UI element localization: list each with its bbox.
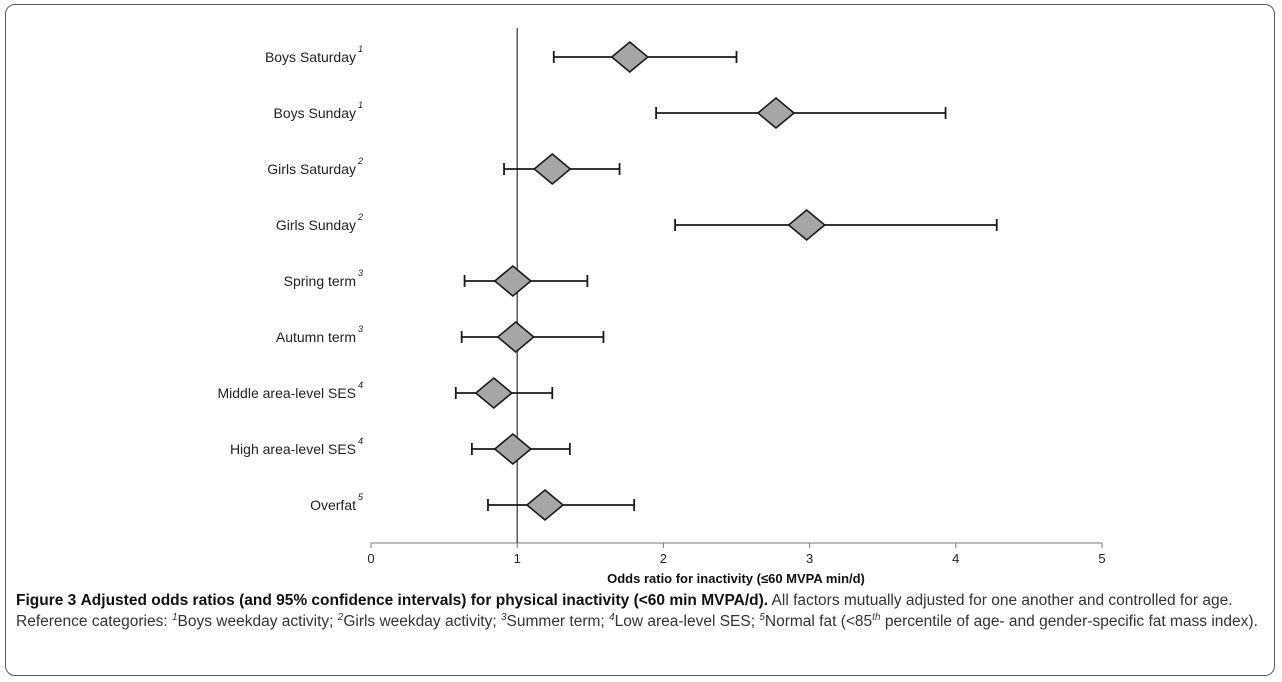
- row-label-superscript: 1: [358, 100, 363, 110]
- forest-row: Spring term 3: [284, 264, 589, 298]
- row-label-superscript: 4: [358, 436, 363, 446]
- odds-ratio-marker: [493, 264, 533, 298]
- caption-ref-5a: Normal fat (<85: [764, 613, 873, 630]
- row-label: Middle area-level SES: [217, 385, 356, 401]
- row-label: Autumn term: [276, 329, 356, 345]
- caption-ref-3: Summer term;: [506, 613, 605, 630]
- ref-marker-5: 5: [759, 611, 765, 623]
- caption-ref-1: Boys weekday activity;: [177, 613, 334, 630]
- odds-ratio-marker: [787, 208, 826, 242]
- x-tick-label: 2: [660, 551, 667, 566]
- x-tick-label: 1: [514, 551, 521, 566]
- caption-ref-5-sup: th: [872, 611, 881, 623]
- ref-marker-1: 1: [171, 611, 178, 623]
- forest-row: Overfat 5: [310, 488, 636, 522]
- row-label: Girls Saturday: [267, 161, 356, 177]
- caption-ref-5b: percentile of age- and gender-specific f…: [884, 613, 1258, 630]
- odds-ratio-marker: [474, 376, 514, 410]
- row-label: Overfat: [310, 497, 356, 513]
- ref-marker-2: 2: [337, 611, 344, 623]
- odds-ratio-marker: [610, 40, 650, 74]
- x-axis-label: Odds ratio for inactivity (≤60 MVPA min/…: [607, 571, 865, 586]
- odds-ratio-marker: [493, 432, 533, 466]
- odds-ratio-marker: [496, 320, 535, 354]
- row-label: Boys Sunday: [274, 105, 357, 121]
- row-label-superscript: 2: [357, 156, 363, 166]
- x-tick-label: 5: [1098, 551, 1105, 566]
- forest-row: Girls Saturday 2: [267, 152, 621, 186]
- row-label-superscript: 2: [357, 212, 363, 222]
- ref-marker-3: 3: [500, 611, 507, 623]
- row-label-superscript: 4: [358, 380, 363, 390]
- row-label: High area-level SES: [230, 441, 356, 457]
- row-label: Boys Saturday: [265, 49, 356, 65]
- ref-marker-4: 4: [609, 611, 615, 623]
- row-label-superscript: 5: [358, 492, 364, 502]
- forest-row: Boys Saturday 1: [265, 40, 738, 74]
- forest-row: High area-level SES 4: [230, 432, 571, 466]
- x-tick-label: 3: [806, 551, 813, 566]
- x-axis: 0 1 2 3 4 5: [367, 28, 1106, 566]
- row-label-superscript: 3: [358, 268, 363, 278]
- caption-figure-label: Figure 3: [16, 592, 77, 609]
- caption-title: Adjusted odds ratios (and 95% confidence…: [80, 592, 769, 609]
- x-tick-label: 0: [367, 551, 374, 566]
- odds-ratio-marker: [525, 488, 565, 522]
- odds-ratio-marker: [533, 152, 572, 186]
- row-label: Spring term: [284, 273, 356, 289]
- row-label: Girls Sunday: [276, 217, 356, 233]
- figure-caption: Figure 3 Adjusted odds ratios (and 95% c…: [16, 590, 1266, 632]
- caption-sentence: All factors mutually adjusted for one an…: [16, 592, 1233, 630]
- forest-row: Middle area-level SES 4: [217, 376, 554, 410]
- forest-row: Boys Sunday 1: [274, 96, 947, 130]
- row-label-superscript: 1: [358, 44, 363, 54]
- figure-frame: [5, 4, 1275, 676]
- caption-ref-2: Girls weekday activity;: [343, 613, 497, 630]
- caption-ref-4: Low area-level SES;: [614, 613, 756, 630]
- forest-row: Autumn term 3: [276, 320, 605, 354]
- x-tick-label: 4: [952, 551, 959, 566]
- forest-row: Girls Sunday 2: [276, 208, 998, 242]
- odds-ratio-marker: [756, 96, 796, 130]
- row-label-superscript: 3: [358, 324, 363, 334]
